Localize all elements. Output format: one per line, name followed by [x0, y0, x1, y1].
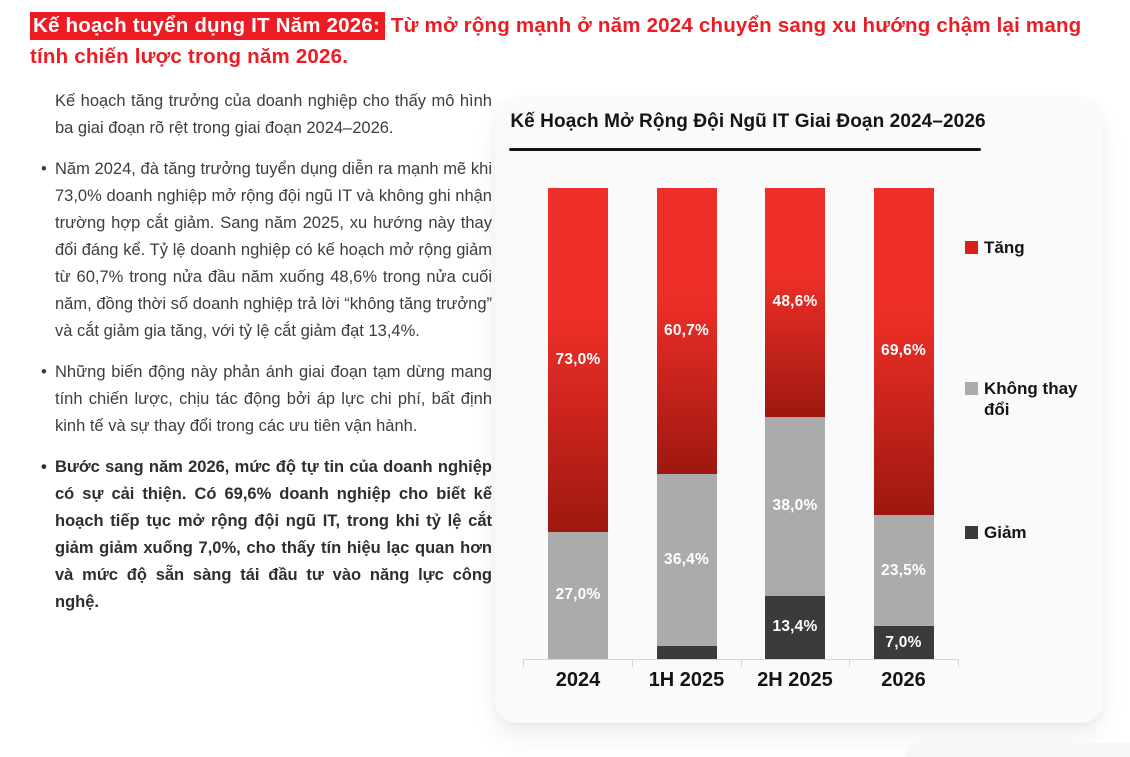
legend-item-khong-thay-doi: Không thay đổi: [965, 378, 1095, 420]
bar-2024: 0,0%27,0%73,0%: [548, 188, 608, 659]
segment-value-label: 60,7%: [664, 322, 709, 340]
body-text-column: Kế hoạch tăng trưởng của doanh nghiệp ch…: [41, 88, 492, 630]
axis-tick: [523, 659, 524, 667]
axis-tick: [849, 659, 851, 667]
bar-1H 2025: 2,8%36,4%60,7%: [656, 188, 717, 659]
segment-Không thay đổi-2H 2025: [765, 416, 825, 596]
segment-Tăng-2024: [548, 188, 608, 532]
headline-rest: Từ mở rộng mạnh ở năm 2024 chuyển sang x…: [30, 14, 1082, 68]
segment-Giảm-2026: [873, 626, 934, 659]
legend-label-khong-thay-doi: Không thay đổi: [984, 379, 1078, 419]
legend-swatch-giam: [965, 526, 978, 539]
next-card-peek: [905, 743, 1130, 757]
x-axis-label-1H 2025: 1H 2025: [648, 669, 725, 691]
segment-value-label: 27,0%: [555, 586, 601, 604]
intro-paragraph: Kế hoạch tăng trưởng của doanh nghiệp ch…: [55, 92, 492, 137]
legend-swatch-tang: [965, 241, 978, 254]
axis-tick: [958, 659, 959, 667]
segment-value-label: 13,4%: [772, 618, 818, 636]
segment-Không thay đổi-2024: [548, 531, 608, 659]
bar-2H 2025: 13,4% 38,0% 48,6%: [765, 188, 825, 659]
axis-tick: [740, 659, 742, 667]
legend-label-tang: Tăng: [984, 238, 1025, 257]
bullet-paragraph-1: Năm 2024, đà tăng trưởng tuyển dụng diễn…: [41, 156, 492, 345]
segment-value-label: 23,5%: [881, 561, 926, 579]
chart-title-underline: [509, 148, 981, 151]
segment-Tăng-2H 2025: [765, 188, 825, 417]
segment-Tăng-2026: [873, 187, 934, 516]
segment-value-label: 69,6%: [881, 342, 926, 360]
bar-2026: 7,0% 23,5% 69,6%: [873, 187, 934, 659]
segment-value-label: 7,0%: [885, 633, 922, 651]
segment-value-label: 48,6%: [772, 293, 818, 311]
segment-value-label: 36,4%: [664, 551, 709, 569]
chart-card: Kế Hoạch Mở Rộng Đội Ngũ IT Giai Đoạn 20…: [495, 97, 1103, 723]
x-axis-label-2024: 2024: [555, 669, 601, 691]
segment-Tăng-1H 2025: [656, 188, 717, 475]
segment-Giảm-2H 2025: [765, 595, 825, 659]
x-axis-label-2026: 2026: [881, 669, 926, 691]
segment-value-label: 38,0%: [772, 497, 818, 515]
axis-tick: [631, 659, 633, 667]
legend-item-giam: Giảm: [965, 522, 1027, 543]
x-axis-label-2H 2025: 2H 2025: [757, 669, 833, 691]
plot-area: 0,0%27,0%73,0%2,8%36,4%60,7%13,4%38,0%48…: [495, 187, 1103, 659]
page-headline: Kế hoạch tuyển dụng IT Năm 2026: Từ mở r…: [30, 10, 1102, 72]
legend-item-tang: Tăng: [965, 237, 1025, 258]
bullet-paragraph-3: Bước sang năm 2026, mức độ tự tin của do…: [41, 454, 492, 616]
segment-Không thay đổi-1H 2025: [656, 474, 717, 646]
headline-highlight: Kế hoạch tuyển dụng IT Năm 2026:: [30, 12, 385, 40]
bullet-paragraph-2: Những biến động này phản ánh giai đoạn t…: [41, 359, 492, 440]
chart-title: Kế Hoạch Mở Rộng Đội Ngũ IT Giai Đoạn 20…: [510, 111, 986, 132]
segment-Không thay đổi-2026: [873, 515, 934, 627]
legend-label-giam: Giảm: [984, 523, 1027, 542]
segment-value-label: 73,0%: [555, 350, 601, 368]
legend-swatch-khong-thay-doi: [965, 382, 978, 395]
segment-Giảm-1H 2025: [656, 645, 717, 659]
